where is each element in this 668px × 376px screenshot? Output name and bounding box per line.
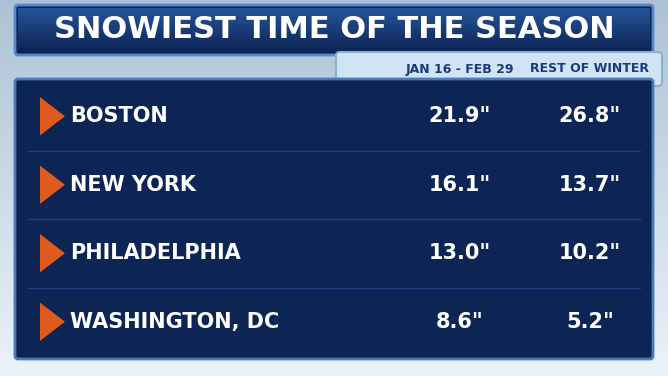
Text: 13.7": 13.7" [559, 175, 621, 195]
Text: 26.8": 26.8" [559, 106, 621, 126]
FancyBboxPatch shape [15, 5, 653, 55]
Text: JAN 16 - FEB 29: JAN 16 - FEB 29 [405, 62, 514, 76]
Text: 21.9": 21.9" [429, 106, 491, 126]
FancyBboxPatch shape [15, 79, 653, 359]
Text: SNOWIEST TIME OF THE SEASON: SNOWIEST TIME OF THE SEASON [53, 15, 615, 44]
Text: 16.1": 16.1" [429, 175, 491, 195]
Text: WASHINGTON, DC: WASHINGTON, DC [70, 312, 279, 332]
Text: 8.6": 8.6" [436, 312, 484, 332]
Text: REST OF WINTER: REST OF WINTER [530, 62, 649, 76]
Text: 10.2": 10.2" [559, 243, 621, 263]
Polygon shape [40, 234, 65, 273]
Polygon shape [40, 165, 65, 204]
FancyBboxPatch shape [336, 52, 662, 86]
Polygon shape [40, 97, 65, 135]
Text: 13.0": 13.0" [429, 243, 491, 263]
Text: NEW YORK: NEW YORK [70, 175, 196, 195]
Polygon shape [40, 303, 65, 341]
Text: PHILADELPHIA: PHILADELPHIA [70, 243, 240, 263]
Text: 5.2": 5.2" [566, 312, 614, 332]
Text: BOSTON: BOSTON [70, 106, 168, 126]
